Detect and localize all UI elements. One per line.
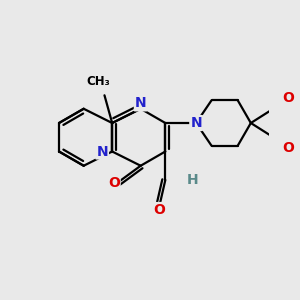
Text: O: O (108, 176, 120, 190)
Text: N: N (135, 96, 146, 110)
Text: CH₃: CH₃ (86, 75, 110, 88)
Text: H: H (187, 173, 198, 187)
Text: O: O (283, 141, 295, 155)
Text: O: O (153, 203, 165, 217)
Text: N: N (190, 116, 202, 130)
Text: N: N (96, 145, 108, 158)
Text: O: O (283, 91, 295, 105)
